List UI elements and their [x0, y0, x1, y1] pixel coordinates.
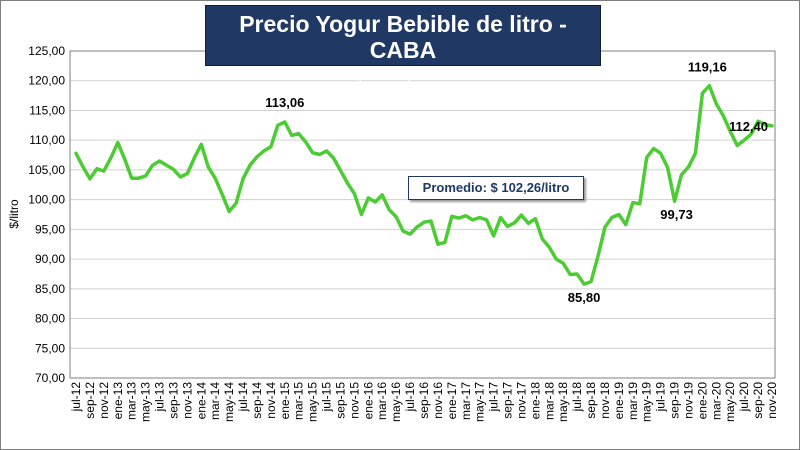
x-tick-label: ene-18 [528, 382, 542, 420]
x-tick-label: mar-19 [626, 382, 640, 420]
chart-title: Precio Yogur Bebible de litro - CABA [239, 11, 567, 63]
x-tick-label: mar-17 [459, 382, 473, 420]
x-tick-label: ene-17 [445, 382, 459, 420]
x-tick-label: may-17 [473, 382, 487, 422]
data-label: 113,06 [265, 95, 304, 110]
x-tick-label: ene-13 [111, 382, 125, 420]
data-label: 112,40 [729, 119, 768, 134]
x-tick-label: may-15 [306, 382, 320, 422]
x-tick-label: jul-19 [654, 382, 668, 413]
x-tick-label: may-13 [139, 382, 153, 422]
x-tick-label: sep-17 [501, 382, 515, 419]
average-annotation: Promedio: $ 102,26/litro [408, 176, 584, 200]
x-tick-label: mar-16 [375, 382, 389, 420]
chart-subtitle: - ajustado por IPC - [342, 67, 464, 83]
y-tick-label: 100,00 [28, 193, 65, 207]
y-tick-label: 90,00 [35, 252, 65, 266]
x-tick-label: may-14 [222, 382, 236, 422]
x-tick-label: sep-14 [250, 382, 264, 419]
x-tick-label: may-16 [389, 382, 403, 422]
x-tick-label: sep-16 [417, 382, 431, 419]
x-tick-label: mar-14 [208, 382, 222, 420]
x-tick-label: jul-18 [570, 382, 584, 413]
y-tick-label: 105,00 [28, 163, 65, 177]
x-tick-label: mar-15 [292, 382, 306, 420]
series-line [74, 83, 774, 286]
x-tick-label: nov-17 [514, 382, 528, 419]
x-tick-label: nov-19 [681, 382, 695, 419]
x-tick-label: nov-14 [264, 382, 278, 419]
x-tick-label: sep-13 [166, 382, 180, 419]
y-tick-label: 95,00 [35, 222, 65, 236]
data-label: 85,80 [568, 290, 601, 305]
y-tick-label: 115,00 [29, 103, 65, 117]
x-tick-label: sep-12 [83, 382, 97, 419]
x-tick-label: may-19 [640, 382, 654, 422]
title-box: Precio Yogur Bebible de litro - CABA - a… [205, 5, 601, 83]
x-tick-label: ene-14 [194, 382, 208, 420]
x-tick-label: mar-13 [125, 382, 139, 420]
y-tick-label: 80,00 [35, 312, 65, 326]
y-tick-label: 110,00 [29, 133, 65, 147]
x-tick-label: sep-20 [751, 382, 765, 419]
x-tick-label: nov-18 [598, 382, 612, 419]
data-labels: 113,06 85,80 99,73 119,16 112,40 [265, 60, 768, 305]
x-tick-label: sep-15 [333, 382, 347, 419]
x-tick-label: mar-18 [542, 382, 556, 420]
y-tick-label: 70,00 [35, 371, 65, 385]
x-tick-label: ene-20 [695, 382, 709, 420]
x-tick-label: jul-13 [153, 382, 167, 413]
x-tick-label: jul-17 [487, 382, 501, 413]
data-label: 119,16 [688, 60, 727, 75]
x-tick-label: ene-15 [278, 382, 292, 420]
x-tick-label: may-18 [556, 382, 570, 422]
x-tick-label: jul-14 [236, 382, 250, 413]
y-axis-ticks: 70,00 75,00 80,00 85,00 90,00 95,00 100,00 105,… [28, 44, 65, 385]
x-tick-label: jul-20 [737, 382, 751, 413]
x-axis-ticks: jul-12 sep-12 nov-12 ene-13 mar-13 may-13 jul-… [69, 382, 779, 422]
x-tick-label: jul-16 [403, 382, 417, 413]
x-tick-label: nov-12 [97, 382, 111, 419]
x-tick-label: jul-15 [320, 382, 334, 413]
x-tick-label: mar-20 [709, 382, 723, 420]
x-tick-label: ene-16 [361, 382, 375, 420]
data-label: 99,73 [660, 207, 693, 222]
y-axis-label: $/litro [7, 199, 21, 229]
y-tick-label: 125,00 [28, 44, 65, 58]
x-tick-label: sep-19 [668, 382, 682, 419]
average-annotation-text: Promedio: $ 102,26/litro [422, 180, 570, 195]
x-tick-label: ene-19 [612, 382, 626, 420]
y-tick-label: 85,00 [35, 282, 65, 296]
x-tick-label: nov-13 [180, 382, 194, 419]
x-tick-label: sep-18 [584, 382, 598, 419]
x-tick-label: nov-16 [431, 382, 445, 419]
x-tick-label: may-20 [723, 382, 737, 422]
x-tick-label: nov-15 [347, 382, 361, 419]
y-tick-label: 120,00 [28, 74, 65, 88]
x-tick-label: jul-12 [69, 382, 83, 413]
y-tick-label: 75,00 [35, 341, 65, 355]
x-tick-label: nov-20 [765, 382, 779, 419]
